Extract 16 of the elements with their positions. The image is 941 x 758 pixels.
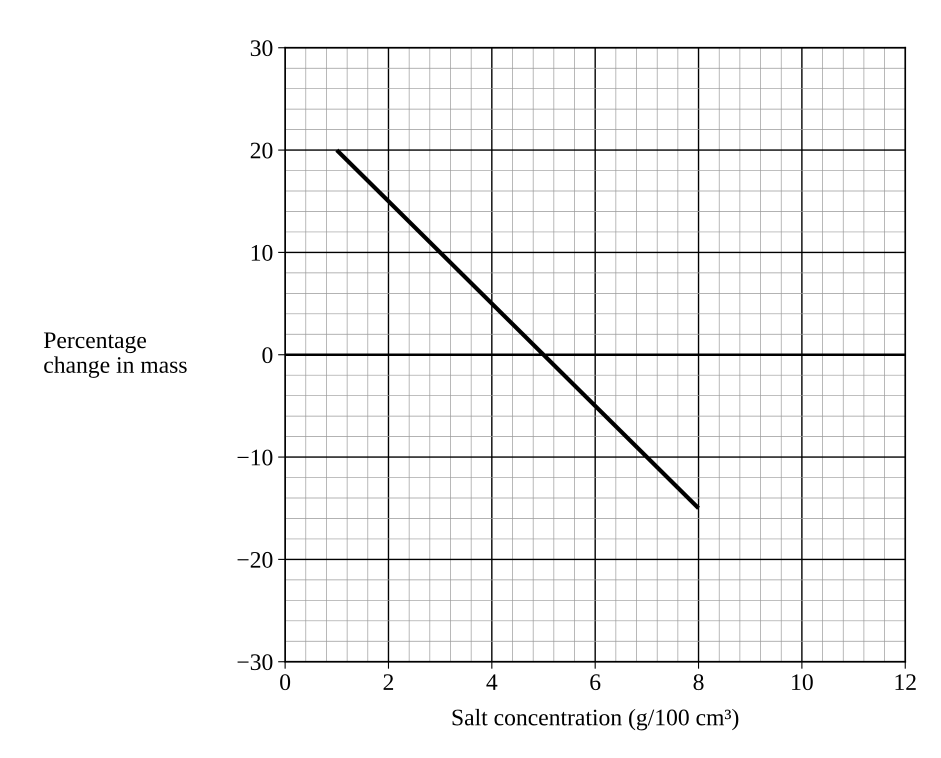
y-tick-label: 10	[252, 244, 272, 261]
x-tick-label: 0	[280, 674, 290, 690]
x-tick-label: 6	[590, 674, 600, 690]
y-tick-label: 20	[250, 142, 272, 159]
x-tick-label: 2	[384, 674, 394, 690]
y-tick-label: −10	[238, 450, 272, 466]
y-tick-label: 0	[262, 347, 272, 364]
x-tick-label: 4	[486, 674, 498, 690]
x-tick-label: 12	[896, 674, 916, 690]
y-tick-label: 30	[250, 40, 272, 56]
y-axis-title: Percentage change in mass	[44, 332, 187, 378]
x-tick-label: 10	[792, 674, 813, 690]
y-tick-label: −20	[238, 552, 272, 568]
y-tick-label: −30	[238, 654, 272, 670]
x-axis-title: Salt concentration (g/100 cm³)	[452, 708, 738, 730]
x-tick-label: 8	[694, 674, 704, 690]
